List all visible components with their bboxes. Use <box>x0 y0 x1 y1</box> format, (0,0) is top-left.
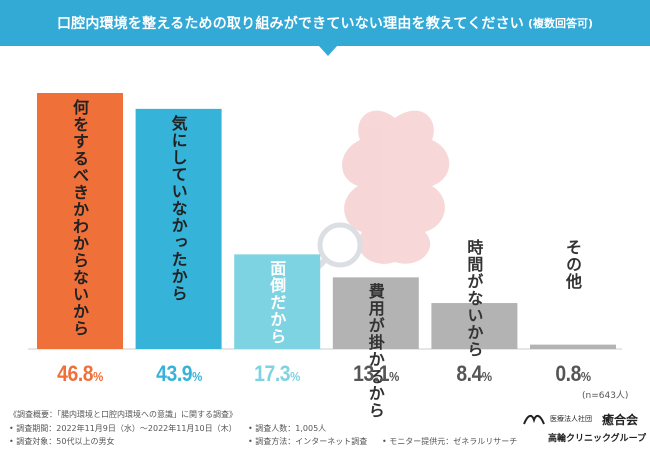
value-number-2: 43.9 <box>155 361 192 386</box>
value-number-3: 17.3 <box>254 361 291 386</box>
header-banner: 口腔内環境を整えるための取り組みができていない理由を教えてください (複数回答可… <box>0 0 650 46</box>
value-number-1: 46.8 <box>57 361 94 386</box>
bar-4 <box>332 277 419 349</box>
survey-respondents: • 調査人数：1,005人 <box>248 424 327 433</box>
value-label-2: 43.9% <box>139 361 218 387</box>
bar-chart <box>28 93 622 350</box>
value-number-5: 8.4 <box>456 361 483 386</box>
clinic-group-name: 高輪クリニックグループ <box>548 434 647 444</box>
value-unit-2: % <box>191 369 202 384</box>
value-unit-4: % <box>388 369 399 384</box>
bar-1 <box>37 93 123 349</box>
value-label-5: 8.4% <box>435 361 514 387</box>
bar-2 <box>135 108 222 349</box>
bar-label-6: その他 <box>563 239 582 290</box>
magnifier-illustration-icon <box>317 222 363 268</box>
clinic-logo: 医療法人社団 癒合会 高輪クリニックグループ <box>522 410 646 446</box>
survey-period: • 調査期間：2022年11月9日（水）〜2022年11月10日（木） <box>9 424 237 433</box>
intestine-illustration-icon <box>342 110 450 264</box>
value-unit-6: % <box>580 369 591 384</box>
chart-title: 口腔内環境を整えるための取り組みができていない理由を教えてください <box>56 16 524 32</box>
value-label-6: 0.8% <box>533 361 612 387</box>
value-number-4: 13.1 <box>352 361 389 386</box>
org-name: 癒合会 <box>602 413 639 427</box>
survey-target: • 調査対象：50代以上の男女 <box>9 437 115 446</box>
header-pointer-icon <box>319 46 337 56</box>
monitor-provider: • モニター提供元：ゼネラルリサーチ <box>382 437 518 446</box>
multiple-answers-note: (複数回答可) <box>528 17 594 30</box>
value-unit-3: % <box>290 369 301 384</box>
bar-3 <box>234 254 321 349</box>
clinic-logo-icon <box>523 414 545 425</box>
value-label-3: 17.3% <box>238 361 317 387</box>
value-label-1: 46.8% <box>40 361 119 387</box>
value-unit-5: % <box>482 369 493 384</box>
bar-6 <box>530 344 616 349</box>
bar-label-5: 時間がないから <box>464 239 484 358</box>
background-illustration <box>307 110 450 278</box>
value-unit-1: % <box>93 369 103 384</box>
bar-5 <box>431 303 518 349</box>
value-number-6: 0.8 <box>555 361 581 386</box>
bar-label-3: 面倒だから <box>267 260 287 346</box>
survey-method: • 調査方法：インターネット調査 <box>248 437 368 446</box>
survey-outline: 《調査概要：「腸内環境と口腔内環境への意識」に関する調査》 <box>9 410 237 419</box>
bar-label-1: 何をするべきかわからないから <box>70 99 89 337</box>
value-label-4: 13.1% <box>336 361 415 387</box>
corp-type: 医療法人社団 <box>550 415 592 423</box>
bar-label-4: 費用が掛かるから <box>365 283 385 420</box>
bar-label-2: 気にしていなかったから <box>168 114 188 302</box>
sample-size-note: (n=643人) <box>582 391 629 401</box>
